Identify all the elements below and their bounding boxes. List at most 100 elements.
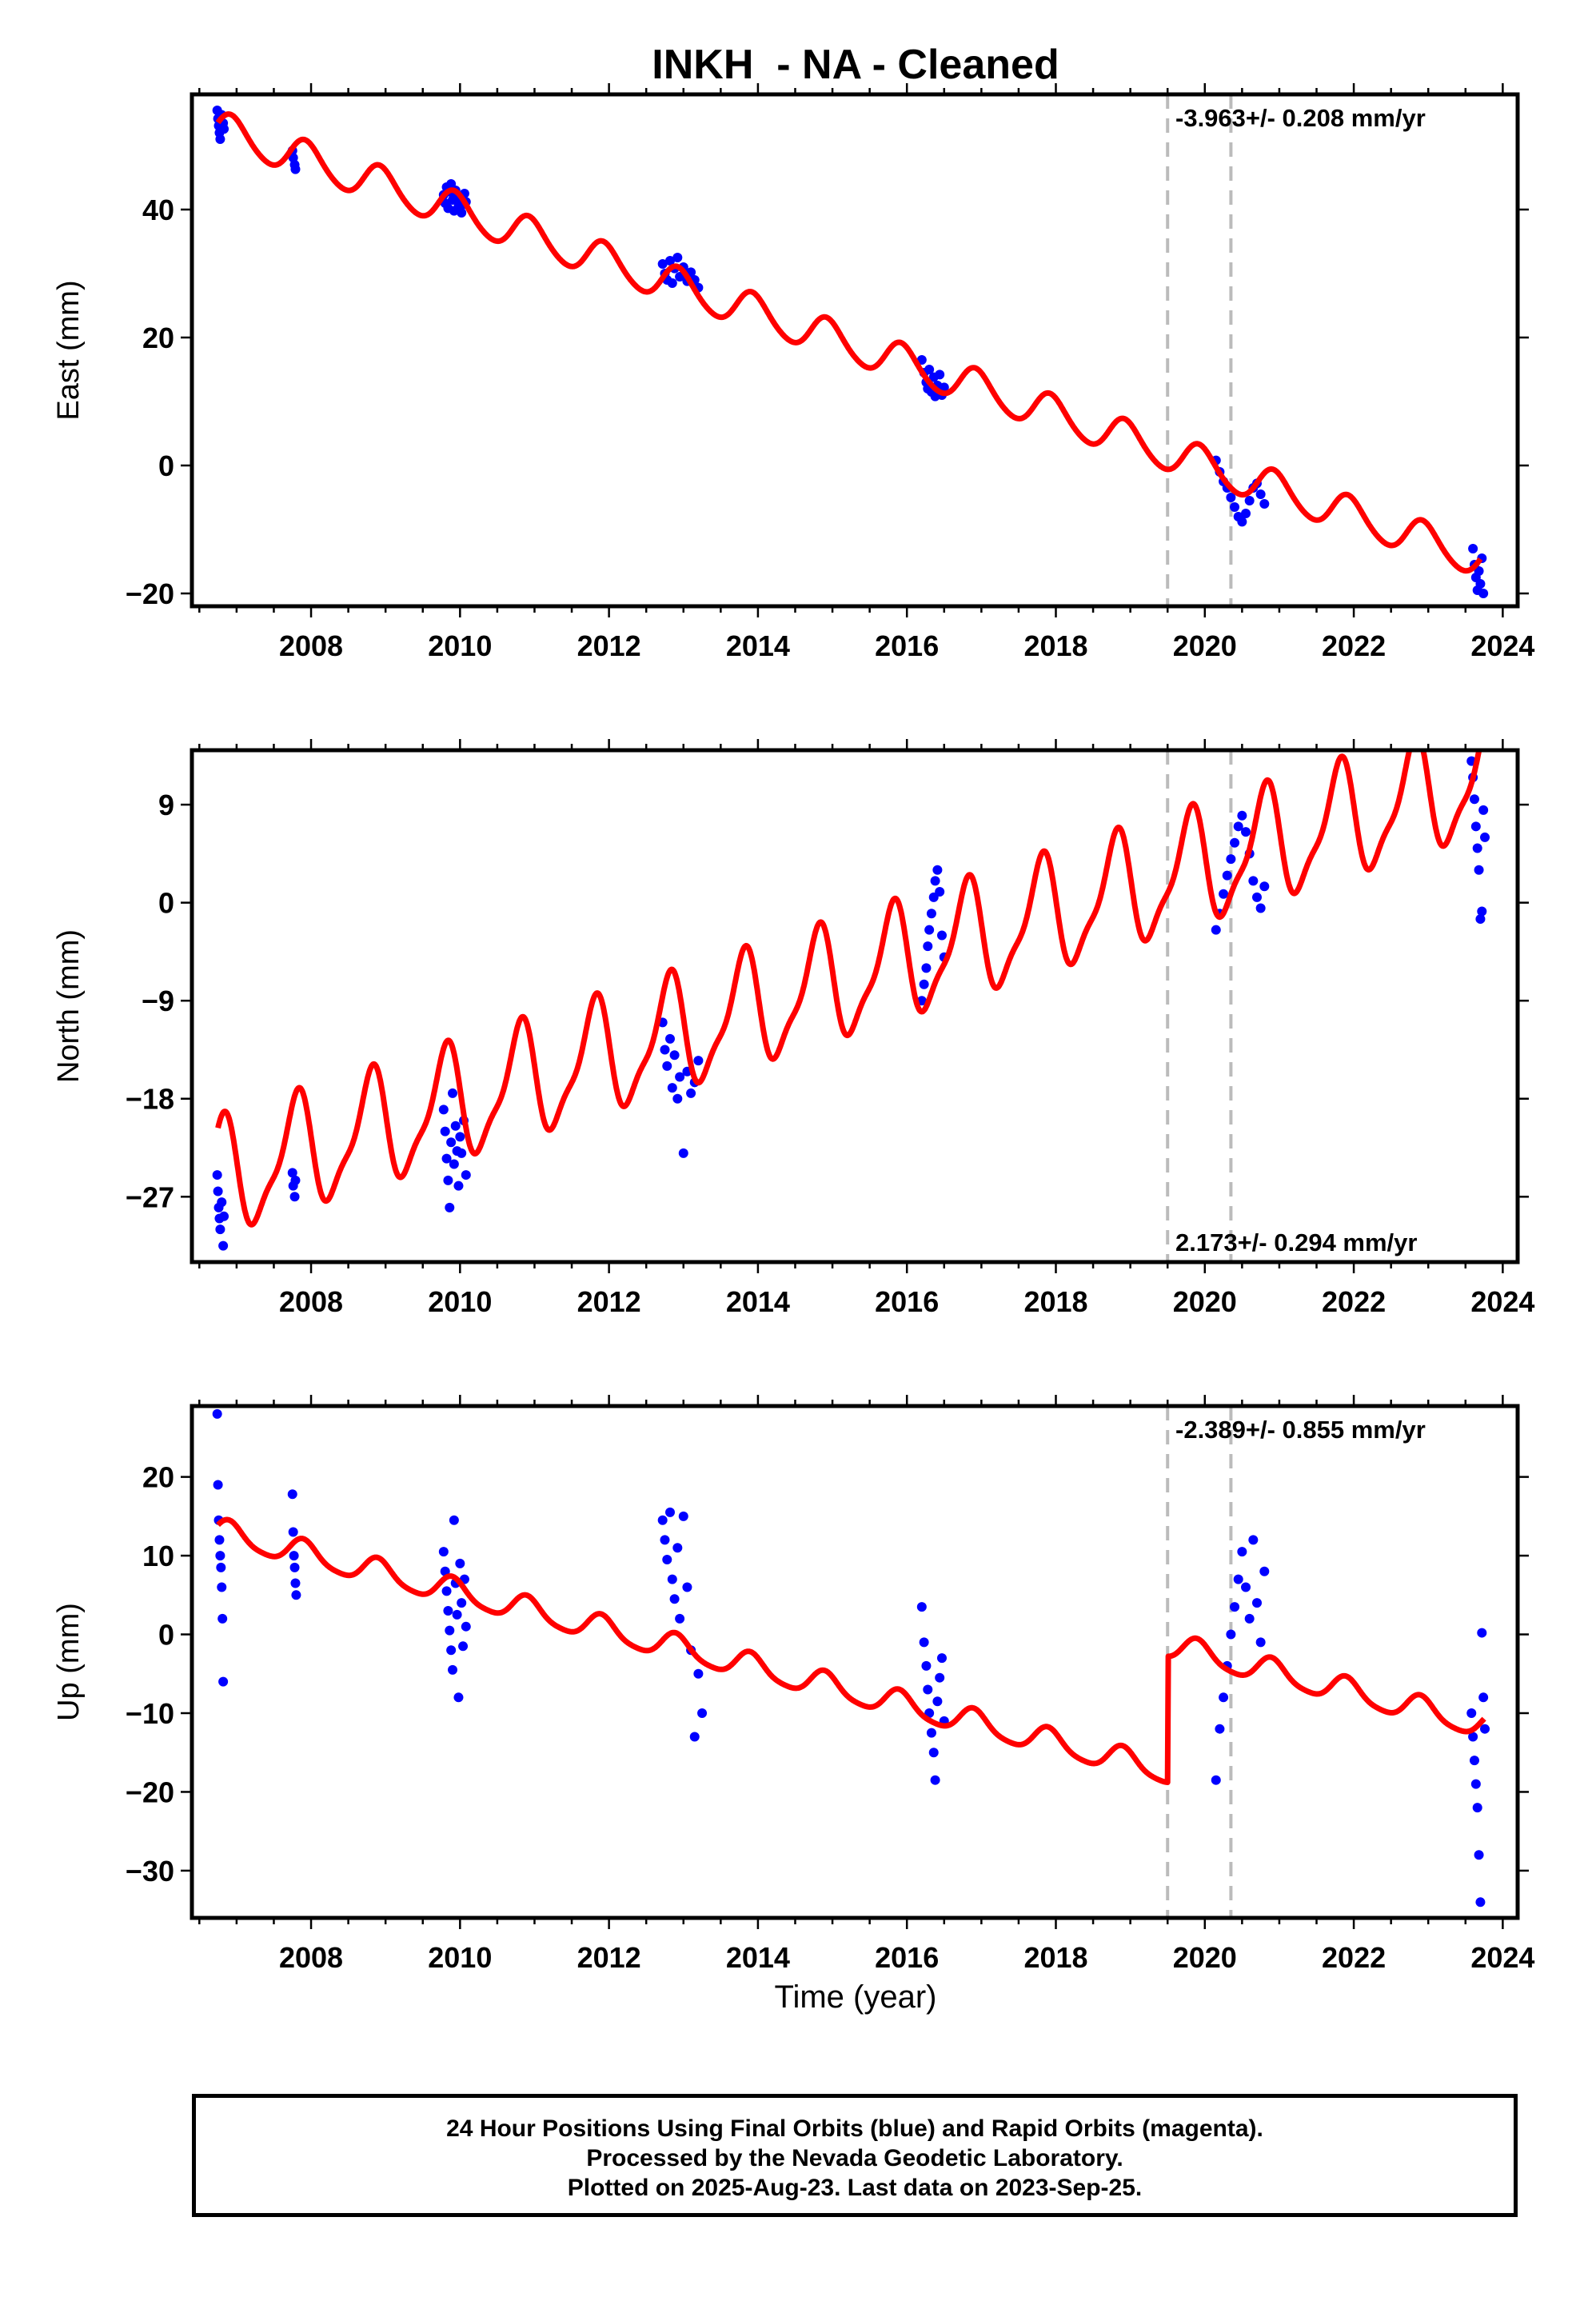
east-data-point <box>916 355 927 365</box>
up-y-tick-label: −30 <box>126 1855 174 1888</box>
east-data-point <box>457 208 467 218</box>
up-data-point <box>1475 1897 1486 1908</box>
north-data-point <box>1255 903 1266 913</box>
north-data-point <box>1211 925 1221 935</box>
north-data-point <box>213 1186 223 1196</box>
north-data-point <box>455 1132 465 1142</box>
up-data-point <box>697 1708 708 1718</box>
north-data-point <box>678 1148 688 1158</box>
up-data-point <box>1241 1582 1251 1592</box>
north-data-point <box>453 1180 464 1191</box>
up-data-point <box>288 1527 298 1537</box>
north-panel: 2008 2010 2012 2014 2016 2018 2020 2022 2024 −27 −… <box>52 739 1534 1318</box>
north-data-point <box>1259 881 1270 892</box>
east-x-tick-label: 2008 <box>279 629 343 662</box>
up-data-point <box>455 1558 465 1568</box>
east-data-point <box>1475 579 1486 589</box>
north-x-tick-label: 2008 <box>279 1285 343 1318</box>
north-data-point <box>1230 837 1240 848</box>
north-data-point <box>287 1168 297 1178</box>
east-data-point <box>935 370 945 380</box>
north-data-point <box>445 1202 455 1212</box>
up-data-point <box>689 1732 700 1742</box>
north-data-point <box>441 1153 452 1164</box>
north-data-point <box>921 963 932 973</box>
north-plot-frame <box>190 748 1520 1264</box>
north-x-tick-label: 2012 <box>577 1285 641 1318</box>
north-data-point <box>686 1088 696 1098</box>
north-data-point <box>662 1061 672 1071</box>
north-data-point <box>446 1137 457 1148</box>
east-panel: 2008 2010 2012 2014 2016 2018 2020 2022 2024 −20 0… <box>52 83 1534 662</box>
east-data-point <box>657 259 668 269</box>
up-data-point <box>1233 1574 1243 1584</box>
north-data-point <box>936 930 947 941</box>
up-data-point <box>1226 1629 1236 1640</box>
east-data-point <box>290 164 301 174</box>
north-data-point <box>667 1083 677 1093</box>
north-y-tick-label: −18 <box>126 1083 174 1116</box>
up-data-point <box>1244 1613 1255 1624</box>
up-x-tick-label: 2008 <box>279 1941 343 1974</box>
east-y-tick-label: 0 <box>158 449 174 482</box>
up-data-point <box>217 1582 227 1592</box>
north-data-point <box>1226 854 1236 865</box>
north-x-tick-label: 2018 <box>1023 1285 1087 1318</box>
up-y-tick-label: 20 <box>142 1461 174 1494</box>
north-x-tick-label: 2014 <box>726 1285 790 1318</box>
up-data-point <box>445 1625 455 1636</box>
north-data-point <box>217 1197 227 1208</box>
up-data-point <box>452 1609 462 1620</box>
east-x-tick-label: 2022 <box>1322 629 1386 662</box>
east-model-curve <box>215 111 1483 574</box>
up-data-point <box>662 1555 672 1564</box>
north-x-tick-label: 2020 <box>1173 1285 1237 1318</box>
up-data-point <box>213 1480 223 1490</box>
up-data-point <box>218 1676 229 1687</box>
up-velocity-label: -2.389+/- 0.855 mm/yr <box>1175 1416 1426 1444</box>
north-data-point <box>1237 810 1247 821</box>
up-data-point <box>935 1672 945 1683</box>
up-data-point <box>693 1668 704 1679</box>
north-data-point <box>1474 865 1484 875</box>
north-data-point <box>448 1088 458 1098</box>
east-data-point <box>1237 517 1247 527</box>
north-data-point <box>290 1175 301 1185</box>
up-data-point <box>1469 1756 1479 1766</box>
north-data-point <box>926 909 936 919</box>
x-axis-label: Time (year) <box>775 1979 937 2015</box>
up-data-point <box>461 1621 471 1632</box>
up-data-point <box>678 1511 688 1521</box>
north-y-axis-label: North (mm) <box>52 929 86 1083</box>
up-data-point <box>1477 1628 1487 1638</box>
north-data-point <box>693 1056 704 1066</box>
up-data-point <box>919 1637 929 1648</box>
up-data-point <box>212 1408 222 1419</box>
north-data-point <box>660 1045 670 1055</box>
east-data-point <box>1255 489 1266 499</box>
north-data-point <box>930 876 940 886</box>
up-data-point <box>1472 1803 1482 1813</box>
north-data-point <box>449 1159 459 1169</box>
up-data-point <box>921 1660 932 1671</box>
north-data-point <box>1233 821 1243 832</box>
east-data-point <box>664 256 675 266</box>
up-y-tick-label: 10 <box>142 1540 174 1572</box>
up-panel: 2008 2010 2012 2014 2016 2018 2020 2022 2024−30−… <box>52 1395 1534 1974</box>
footer-line-3: Plotted on 2025-Aug-23. Last data on 202… <box>567 2175 1143 2201</box>
up-data-point <box>1255 1637 1266 1648</box>
north-data-point <box>1472 843 1482 853</box>
up-data-point <box>669 1594 680 1604</box>
up-data-point <box>448 1664 458 1675</box>
up-data-point <box>916 1602 927 1612</box>
north-x-tick-label: 2010 <box>428 1285 492 1318</box>
up-data-point <box>1211 1775 1221 1785</box>
east-data-point <box>215 134 225 144</box>
north-model-curve <box>215 750 1482 1228</box>
north-y-tick-label: −9 <box>142 985 174 1017</box>
north-y-tick-label: −27 <box>126 1180 174 1213</box>
north-data-point <box>443 1175 453 1185</box>
east-x-tick-label: 2014 <box>726 629 790 662</box>
north-data-point <box>1475 914 1486 925</box>
footer-notes: 24 Hour Positions Using Final Orbits (bl… <box>192 2094 1518 2217</box>
